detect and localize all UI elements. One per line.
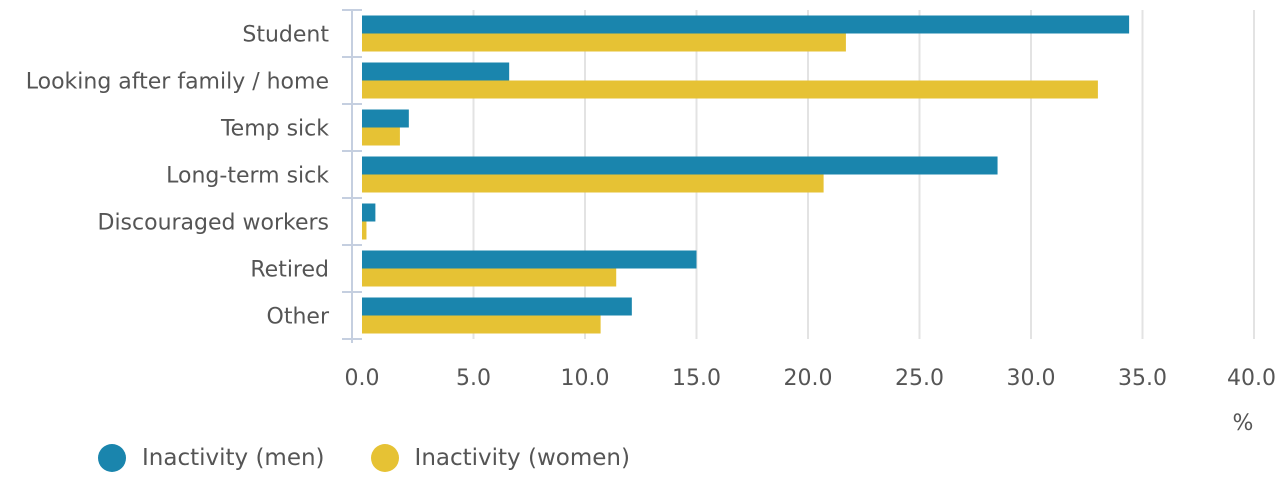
bar-women[interactable] bbox=[362, 33, 846, 52]
bar-men[interactable] bbox=[362, 156, 998, 175]
legend-marker-women bbox=[370, 444, 399, 472]
x-tick-label: 20.0 bbox=[784, 366, 833, 391]
x-tick-label: 10.0 bbox=[561, 366, 610, 391]
bar-men[interactable] bbox=[362, 62, 510, 81]
x-tick-label: 40.0 bbox=[1227, 366, 1276, 391]
bar-women[interactable] bbox=[362, 221, 367, 240]
category-label: Discouraged workers bbox=[98, 211, 330, 236]
category-axis bbox=[342, 9, 362, 343]
x-tick-label: 5.0 bbox=[456, 366, 491, 391]
bar-men[interactable] bbox=[362, 250, 697, 269]
bar-women[interactable] bbox=[362, 127, 400, 146]
x-tick-label: 15.0 bbox=[672, 366, 721, 391]
category-label: Student bbox=[242, 23, 329, 48]
bar-men[interactable] bbox=[362, 109, 409, 128]
x-axis-unit: % bbox=[1233, 411, 1254, 436]
bar-men[interactable] bbox=[362, 203, 376, 222]
legend: Inactivity (men) Inactivity (women) bbox=[98, 438, 676, 478]
category-label: Other bbox=[267, 305, 330, 330]
bar-women[interactable] bbox=[362, 174, 824, 193]
x-tick-label: 35.0 bbox=[1118, 366, 1167, 391]
category-label: Long-term sick bbox=[166, 164, 329, 189]
x-tick-label: 30.0 bbox=[1007, 366, 1056, 391]
category-label: Temp sick bbox=[220, 117, 329, 142]
legend-label-women: Inactivity (women) bbox=[414, 445, 630, 471]
legend-item-women[interactable]: Inactivity (women) bbox=[370, 444, 630, 472]
x-tick-labels: 0.0 5.0 10.0 15.0 20.0 25.0 30.0 35.0 40.0 bbox=[345, 366, 1277, 391]
category-labels: Student Looking after family / home Temp s… bbox=[26, 23, 330, 330]
x-tick-label: 0.0 bbox=[345, 366, 380, 391]
legend-label-men: Inactivity (men) bbox=[142, 445, 325, 471]
category-label: Looking after family / home bbox=[26, 70, 329, 95]
legend-item-men[interactable]: Inactivity (men) bbox=[98, 444, 325, 472]
bar-women[interactable] bbox=[362, 315, 601, 334]
bar-women[interactable] bbox=[362, 80, 1098, 99]
bar-men[interactable] bbox=[362, 297, 632, 316]
category-label: Retired bbox=[250, 258, 329, 283]
bar-men[interactable] bbox=[362, 15, 1130, 34]
x-tick-label: 25.0 bbox=[895, 366, 944, 391]
bars bbox=[362, 15, 1130, 334]
legend-marker-men bbox=[98, 444, 126, 472]
bar-women[interactable] bbox=[362, 268, 617, 287]
